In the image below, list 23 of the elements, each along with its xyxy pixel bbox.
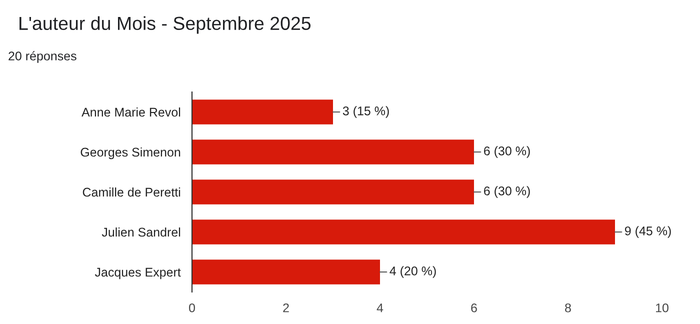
x-tick-label: 8: [565, 303, 571, 312]
bar: [192, 140, 474, 164]
x-tick-label: 6: [471, 303, 477, 312]
x-tick-label: 2: [283, 303, 289, 312]
data-label: 3 (15 %): [342, 106, 389, 118]
x-tick-label: 10: [656, 303, 668, 312]
y-tick-label: Jacques Expert: [94, 268, 181, 280]
data-label: 9 (45 %): [624, 226, 671, 238]
y-tick-label: Camille de Peretti: [82, 187, 180, 197]
data-label: 4 (20 %): [390, 266, 436, 278]
text: 20 réponses: [8, 51, 76, 63]
bar: [192, 180, 474, 204]
bar: [192, 220, 615, 244]
data-label: 6 (30 %): [484, 146, 530, 158]
bar: [192, 100, 333, 124]
x-tick-label: 0: [189, 303, 195, 312]
y-tick-label: Julien Sandrel: [102, 227, 180, 237]
y-tick-label: Anne Marie Revol: [82, 107, 180, 117]
y-tick-label: Georges Simenon: [80, 147, 180, 160]
bar: [192, 260, 380, 284]
chart-title: L'auteur du Mois - Septembre 2025: [20, 16, 311, 34]
data-label: 6 (30 %): [484, 186, 530, 198]
x-tick-label: 4: [376, 304, 384, 312]
